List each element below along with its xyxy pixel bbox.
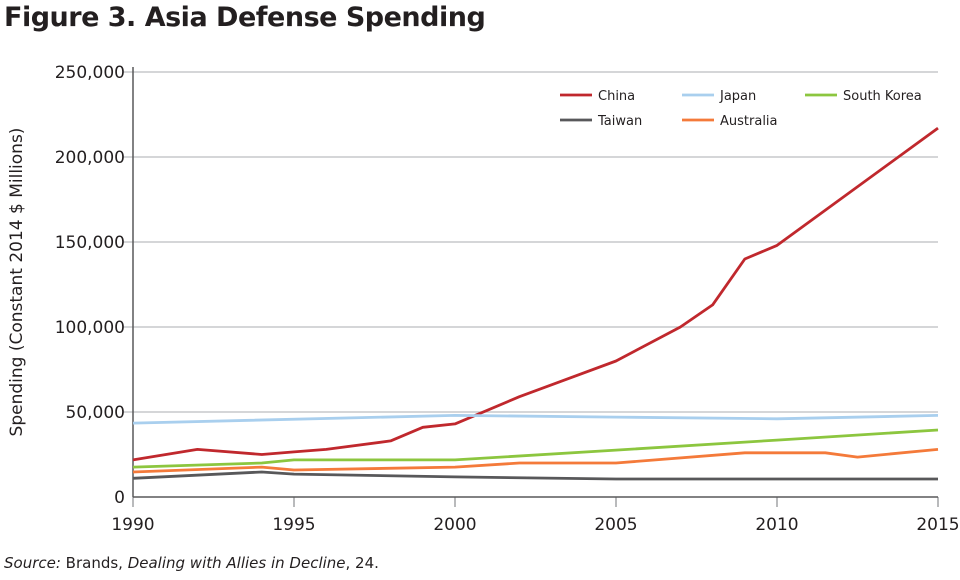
- series-line-japan: [132, 413, 939, 425]
- chart-title: Figure 3. Asia Defense Spending: [4, 2, 486, 33]
- x-tick-label: 1995: [272, 515, 315, 535]
- source-text-end: , 24.: [345, 554, 379, 572]
- legend-label: Taiwan: [597, 114, 642, 129]
- x-tick-label: 2000: [433, 515, 476, 535]
- x-tick-label: 2005: [594, 515, 637, 535]
- x-tick-label: 2015: [916, 515, 959, 535]
- series-line-south-korea: [132, 428, 939, 469]
- y-tick-label: 150,000: [55, 233, 125, 253]
- source-label: Source:: [4, 554, 61, 572]
- legend-label: Australia: [720, 114, 778, 129]
- source-note: Source: Brands, Dealing with Allies in D…: [4, 554, 379, 572]
- series-line-australia: [132, 448, 939, 474]
- x-tick-label: 1990: [111, 515, 154, 535]
- legend-label: South Korea: [843, 89, 922, 104]
- series-line-taiwan: [132, 470, 938, 481]
- x-tick-label: 2010: [755, 515, 798, 535]
- y-axis-label: Spending (Constant 2014 $ Millions): [7, 128, 27, 437]
- y-tick-label: 50,000: [66, 403, 125, 423]
- y-tick-label: 0: [114, 488, 125, 508]
- series-line-china: [132, 126, 939, 462]
- y-tick-label: 100,000: [55, 318, 125, 338]
- legend-label: China: [598, 89, 635, 104]
- source-text: Brands,: [60, 554, 128, 572]
- y-tick-label: 250,000: [55, 63, 125, 83]
- legend-label: Japan: [719, 89, 756, 104]
- y-tick-label: 200,000: [55, 148, 125, 168]
- source-work: Dealing with Allies in Decline: [127, 554, 346, 572]
